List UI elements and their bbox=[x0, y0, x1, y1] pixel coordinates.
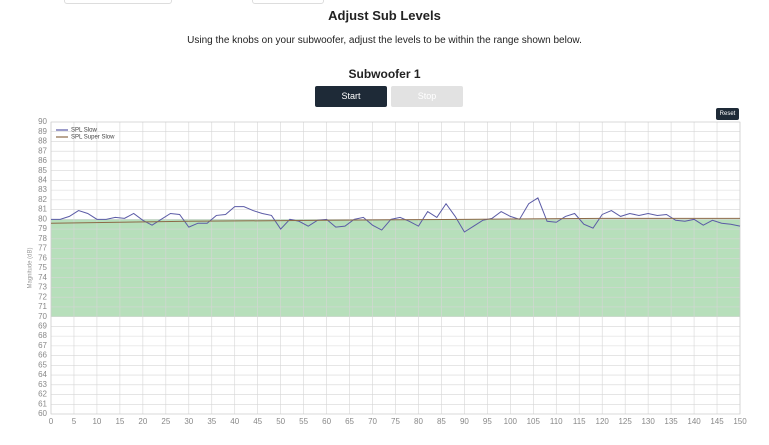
y-tick-label: 88 bbox=[38, 137, 47, 146]
y-tick-label: 83 bbox=[38, 185, 47, 194]
x-tick-label: 75 bbox=[391, 417, 400, 426]
y-tick-label: 60 bbox=[38, 409, 47, 418]
x-tick-label: 65 bbox=[345, 417, 354, 426]
x-tick-label: 140 bbox=[687, 417, 701, 426]
y-tick-label: 77 bbox=[38, 244, 47, 253]
y-tick-label: 84 bbox=[38, 176, 47, 185]
y-tick-label: 76 bbox=[38, 253, 47, 262]
y-tick-label: 70 bbox=[38, 312, 47, 321]
x-tick-label: 145 bbox=[710, 417, 724, 426]
x-tick-label: 15 bbox=[115, 417, 124, 426]
x-tick-label: 120 bbox=[596, 417, 610, 426]
y-tick-label: 86 bbox=[38, 156, 47, 165]
y-tick-label: 68 bbox=[38, 331, 47, 340]
x-tick-label: 5 bbox=[72, 417, 77, 426]
y-tick-label: 62 bbox=[38, 390, 47, 399]
y-tick-label: 73 bbox=[38, 283, 47, 292]
y-tick-label: 87 bbox=[38, 146, 47, 155]
y-tick-label: 74 bbox=[38, 273, 47, 282]
page-title: Adjust Sub Levels bbox=[328, 8, 441, 23]
stop-button[interactable]: Stop bbox=[391, 86, 463, 107]
y-tick-label: 71 bbox=[38, 302, 47, 311]
y-tick-label: 65 bbox=[38, 360, 47, 369]
y-tick-label: 90 bbox=[38, 117, 47, 126]
x-tick-label: 95 bbox=[483, 417, 492, 426]
series-line bbox=[50, 217, 740, 224]
plot-border bbox=[50, 121, 741, 415]
y-tick-label: 75 bbox=[38, 263, 47, 272]
x-tick-label: 85 bbox=[437, 417, 446, 426]
reset-button[interactable]: Reset bbox=[716, 108, 739, 120]
x-tick-label: 135 bbox=[664, 417, 678, 426]
y-tick-label: 85 bbox=[38, 166, 47, 175]
x-tick-label: 130 bbox=[641, 417, 655, 426]
x-tick-label: 90 bbox=[460, 417, 469, 426]
x-tick-label: 150 bbox=[733, 417, 747, 426]
x-tick-label: 70 bbox=[368, 417, 377, 426]
input-box[interactable] bbox=[252, 0, 324, 4]
y-tick-label: 67 bbox=[38, 341, 47, 350]
x-tick-label: 100 bbox=[504, 417, 518, 426]
start-button[interactable]: Start bbox=[315, 86, 387, 107]
y-tick-label: 81 bbox=[38, 205, 47, 214]
x-tick-label: 55 bbox=[299, 417, 308, 426]
x-tick-label: 110 bbox=[550, 417, 563, 426]
x-tick-label: 25 bbox=[161, 417, 170, 426]
y-tick-label: 61 bbox=[38, 399, 47, 408]
input-box[interactable] bbox=[64, 0, 172, 4]
y-tick-label: 66 bbox=[38, 351, 47, 360]
y-tick-label: 69 bbox=[38, 322, 47, 331]
x-tick-label: 40 bbox=[230, 417, 239, 426]
section-title: Subwoofer 1 bbox=[348, 67, 421, 81]
target-range bbox=[51, 219, 740, 317]
x-tick-label: 0 bbox=[49, 417, 54, 426]
x-tick-label: 60 bbox=[322, 417, 331, 426]
x-tick-label: 45 bbox=[253, 417, 262, 426]
y-tick-label: 89 bbox=[38, 127, 47, 136]
x-tick-label: 50 bbox=[276, 417, 285, 426]
y-tick-label: 80 bbox=[38, 214, 47, 223]
legend-label: SPL Super Slow bbox=[71, 135, 115, 141]
x-tick-label: 30 bbox=[184, 417, 193, 426]
x-tick-label: 105 bbox=[527, 417, 541, 426]
series-line bbox=[51, 197, 741, 233]
x-tick-label: 80 bbox=[414, 417, 423, 426]
x-tick-label: 10 bbox=[92, 417, 101, 426]
y-tick-label: 82 bbox=[38, 195, 47, 204]
x-tick-label: 35 bbox=[207, 417, 216, 426]
y-tick-label: 78 bbox=[38, 234, 47, 243]
instructions: Using the knobs on your subwoofer, adjus… bbox=[187, 35, 582, 46]
x-tick-label: 115 bbox=[573, 417, 586, 426]
y-tick-label: 79 bbox=[38, 224, 47, 233]
y-tick-label: 63 bbox=[38, 380, 47, 389]
y-tick-label: 64 bbox=[38, 370, 47, 379]
x-tick-label: 125 bbox=[618, 417, 632, 426]
y-tick-label: 72 bbox=[38, 292, 47, 301]
x-tick-label: 20 bbox=[138, 417, 147, 426]
y-axis-label: Magnitude (dB) bbox=[28, 247, 34, 288]
legend-label: SPL Slow bbox=[71, 128, 97, 134]
